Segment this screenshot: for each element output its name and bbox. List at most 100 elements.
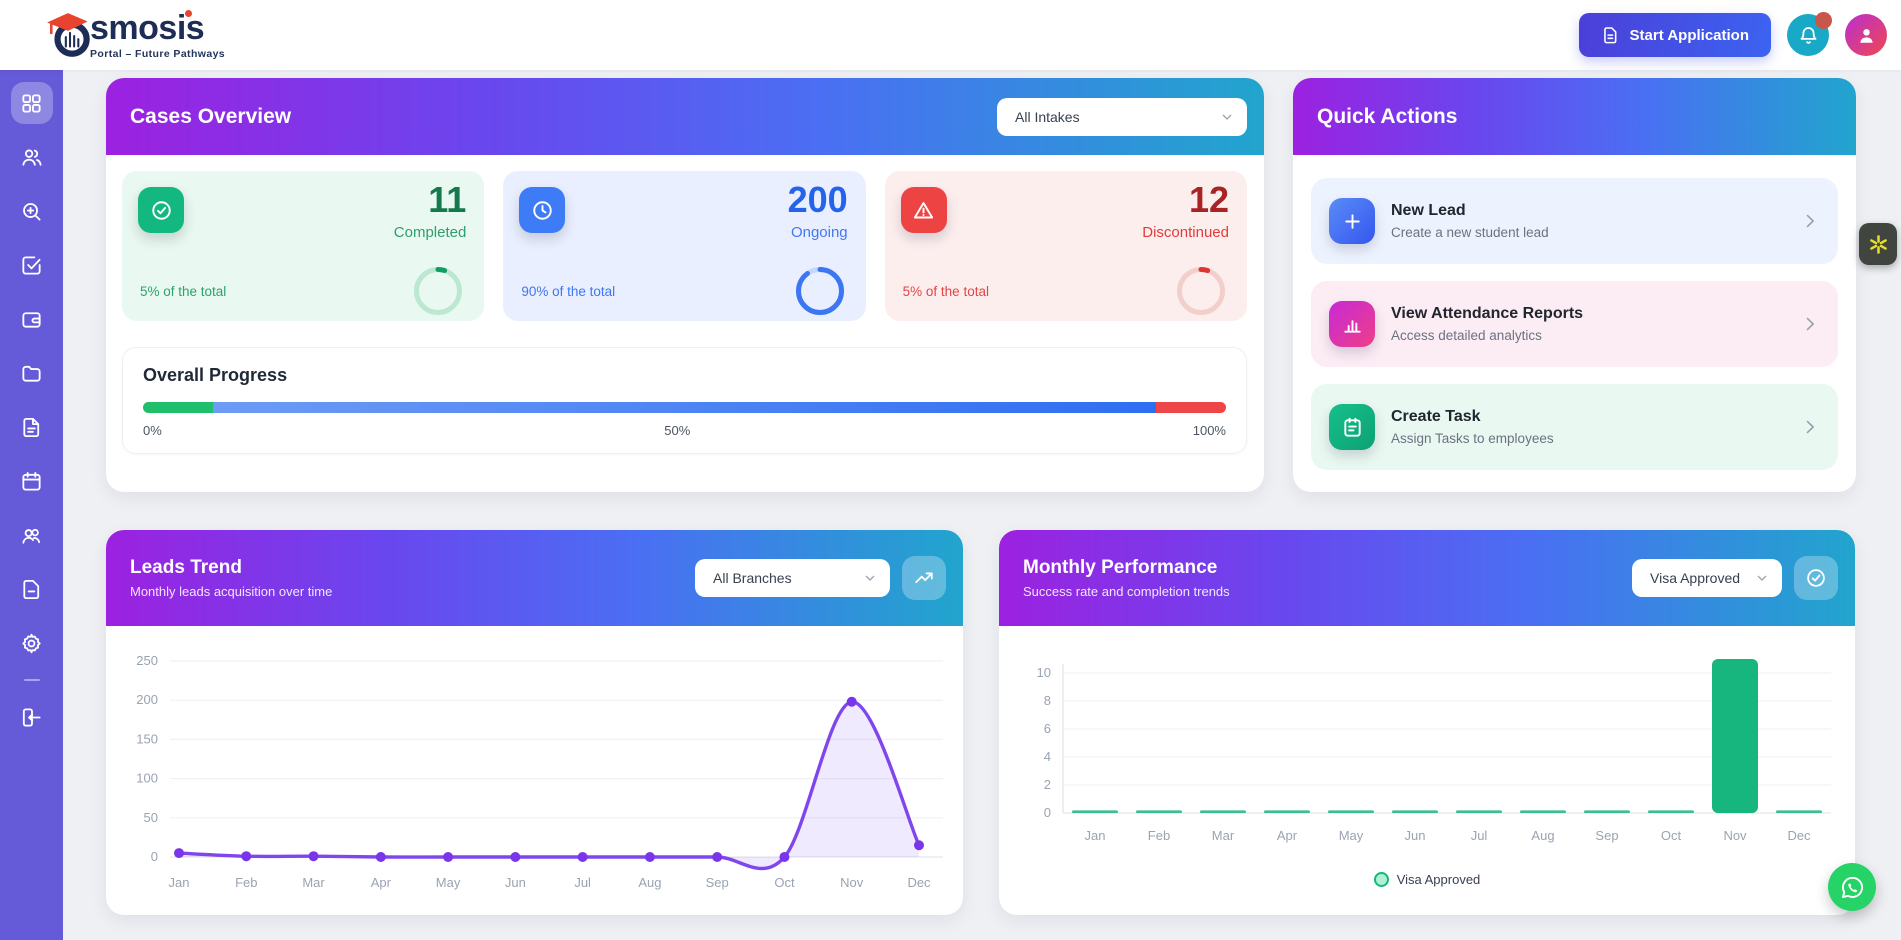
stat-card-completed: 11 Completed 5% of the total <box>122 171 485 321</box>
overall-progress-bar <box>143 402 1226 413</box>
svg-text:4: 4 <box>1044 749 1051 764</box>
action-title: Create Task <box>1391 408 1481 425</box>
overall-progress-title: Overall Progress <box>143 365 288 385</box>
chevron-right-icon <box>1800 211 1820 231</box>
legend-label: Visa Approved <box>1396 872 1481 887</box>
svg-text:May: May <box>1339 828 1364 843</box>
svg-text:10: 10 <box>1037 665 1051 680</box>
check-square-icon <box>20 254 43 277</box>
check-circle-button[interactable] <box>1794 556 1838 600</box>
quick-action-create-task[interactable]: Create Task Assign Tasks to employees <box>1311 384 1838 470</box>
calendar-icon <box>20 470 43 493</box>
trending-up-button[interactable] <box>902 556 946 600</box>
notifications-button[interactable] <box>1787 12 1832 56</box>
brand-name: smosis <box>90 8 205 47</box>
folder-icon <box>20 362 43 385</box>
stat-subtext: 90% of the total <box>521 284 616 299</box>
search-plus-icon <box>20 200 43 223</box>
svg-text:250: 250 <box>136 653 158 668</box>
sidebar-item-settings[interactable] <box>11 622 53 664</box>
chevron-right-icon <box>1800 314 1820 334</box>
intakes-select[interactable]: All Intakes <box>997 97 1247 136</box>
discontinued-ring <box>1175 265 1227 317</box>
whatsapp-icon <box>1839 874 1866 901</box>
monthly-performance-header: Monthly Performance Success rate and com… <box>999 530 1855 626</box>
branches-select[interactable]: All Branches <box>695 559 890 597</box>
sidebar-item-tasks[interactable] <box>11 244 53 286</box>
action-title: New Lead <box>1391 202 1466 219</box>
ongoing-ring <box>794 265 846 317</box>
svg-text:Sep: Sep <box>706 875 729 890</box>
stats-row: 11 Completed 5% of the total 200 Ongoing… <box>106 155 1264 321</box>
chevron-down-icon <box>1219 109 1235 125</box>
whatsapp-button[interactable] <box>1828 863 1876 911</box>
action-subtitle: Create a new student lead <box>1391 225 1549 240</box>
leads-trend-chart: 0 50 100 150 200 250 Jan Feb Mar Apr May Jun Jul Aug S… <box>106 626 963 915</box>
bar-chart-icon <box>1329 301 1375 347</box>
plus-icon <box>1329 198 1375 244</box>
profile-avatar-button[interactable] <box>1845 14 1887 56</box>
svg-text:6: 6 <box>1044 721 1051 736</box>
sidebar-item-files[interactable] <box>11 352 53 394</box>
stat-card-ongoing: 200 Ongoing 90% of the total <box>503 171 866 321</box>
main-content: Cases Overview All Intakes 11 Completed … <box>63 70 1901 940</box>
sidebar-item-leads[interactable] <box>11 136 53 178</box>
svg-text:2: 2 <box>1044 777 1051 792</box>
check-circle-icon <box>1805 567 1827 589</box>
users-group-icon <box>20 524 43 547</box>
logout-icon <box>20 706 43 729</box>
file-text-icon <box>20 416 43 439</box>
sidebar-divider <box>23 679 40 681</box>
svg-text:Dec: Dec <box>907 875 931 890</box>
quick-actions-list: New Lead Create a new student lead View … <box>1293 155 1856 470</box>
svg-text:100: 100 <box>136 771 158 786</box>
stat-value: 12 <box>1188 179 1229 220</box>
progress-label-50: 50% <box>664 423 691 438</box>
alert-triangle-icon <box>900 187 947 233</box>
visa-status-select[interactable]: Visa Approved <box>1632 559 1782 597</box>
logo-graduation-cap-icon <box>44 9 96 61</box>
leads-trend-title: Leads Trend <box>130 557 242 578</box>
start-application-button[interactable]: Start Application <box>1578 13 1771 57</box>
svg-text:50: 50 <box>144 810 158 825</box>
completed-ring <box>412 265 464 317</box>
trending-up-icon <box>913 567 935 589</box>
svg-text:Oct: Oct <box>774 875 795 890</box>
svg-text:0: 0 <box>1044 805 1051 820</box>
svg-text:200: 200 <box>136 692 158 707</box>
leads-trend-header: Leads Trend Monthly leads acquisition ov… <box>106 530 963 626</box>
sidebar-item-dashboard[interactable] <box>10 82 53 124</box>
chevron-right-icon <box>1800 417 1820 437</box>
sidebar-nav <box>0 70 63 940</box>
sidebar-item-logout[interactable] <box>11 696 53 738</box>
action-subtitle: Assign Tasks to employees <box>1391 431 1554 446</box>
extension-badge[interactable] <box>1859 223 1897 265</box>
sidebar-item-calendar[interactable] <box>11 460 53 502</box>
sidebar-item-reports[interactable] <box>11 568 53 610</box>
leads-trend-subtitle: Monthly leads acquisition over time <box>130 584 333 599</box>
app-header: smosis Portal – Future Pathways Start Ap… <box>0 0 1901 70</box>
svg-text:Nov: Nov <box>840 875 864 890</box>
legend-swatch <box>1373 872 1389 887</box>
chevron-down-icon <box>1754 570 1770 586</box>
users-icon <box>20 146 43 169</box>
svg-text:Apr: Apr <box>371 875 392 890</box>
check-circle-icon <box>138 187 184 233</box>
top-row: Cases Overview All Intakes 11 Completed … <box>106 78 1901 492</box>
document-icon <box>1601 26 1620 45</box>
quick-action-attendance-reports[interactable]: View Attendance Reports Access detailed … <box>1311 281 1838 367</box>
sidebar-item-documents[interactable] <box>11 406 53 448</box>
sidebar-item-search[interactable] <box>11 190 53 232</box>
chart-legend: Visa Approved <box>999 872 1855 887</box>
sidebar-item-students[interactable] <box>11 514 53 556</box>
bottom-row: Leads Trend Monthly leads acquisition ov… <box>106 530 1901 915</box>
stat-label: Completed <box>393 224 467 241</box>
sidebar-item-finance[interactable] <box>11 298 53 340</box>
svg-text:Aug: Aug <box>638 875 661 890</box>
svg-text:Mar: Mar <box>302 875 325 890</box>
action-title: View Attendance Reports <box>1391 305 1584 322</box>
quick-action-new-lead[interactable]: New Lead Create a new student lead <box>1311 178 1838 264</box>
progress-segment <box>213 402 1156 413</box>
svg-text:Aug: Aug <box>1531 828 1554 843</box>
brand-tagline: Portal – Future Pathways <box>90 47 226 60</box>
